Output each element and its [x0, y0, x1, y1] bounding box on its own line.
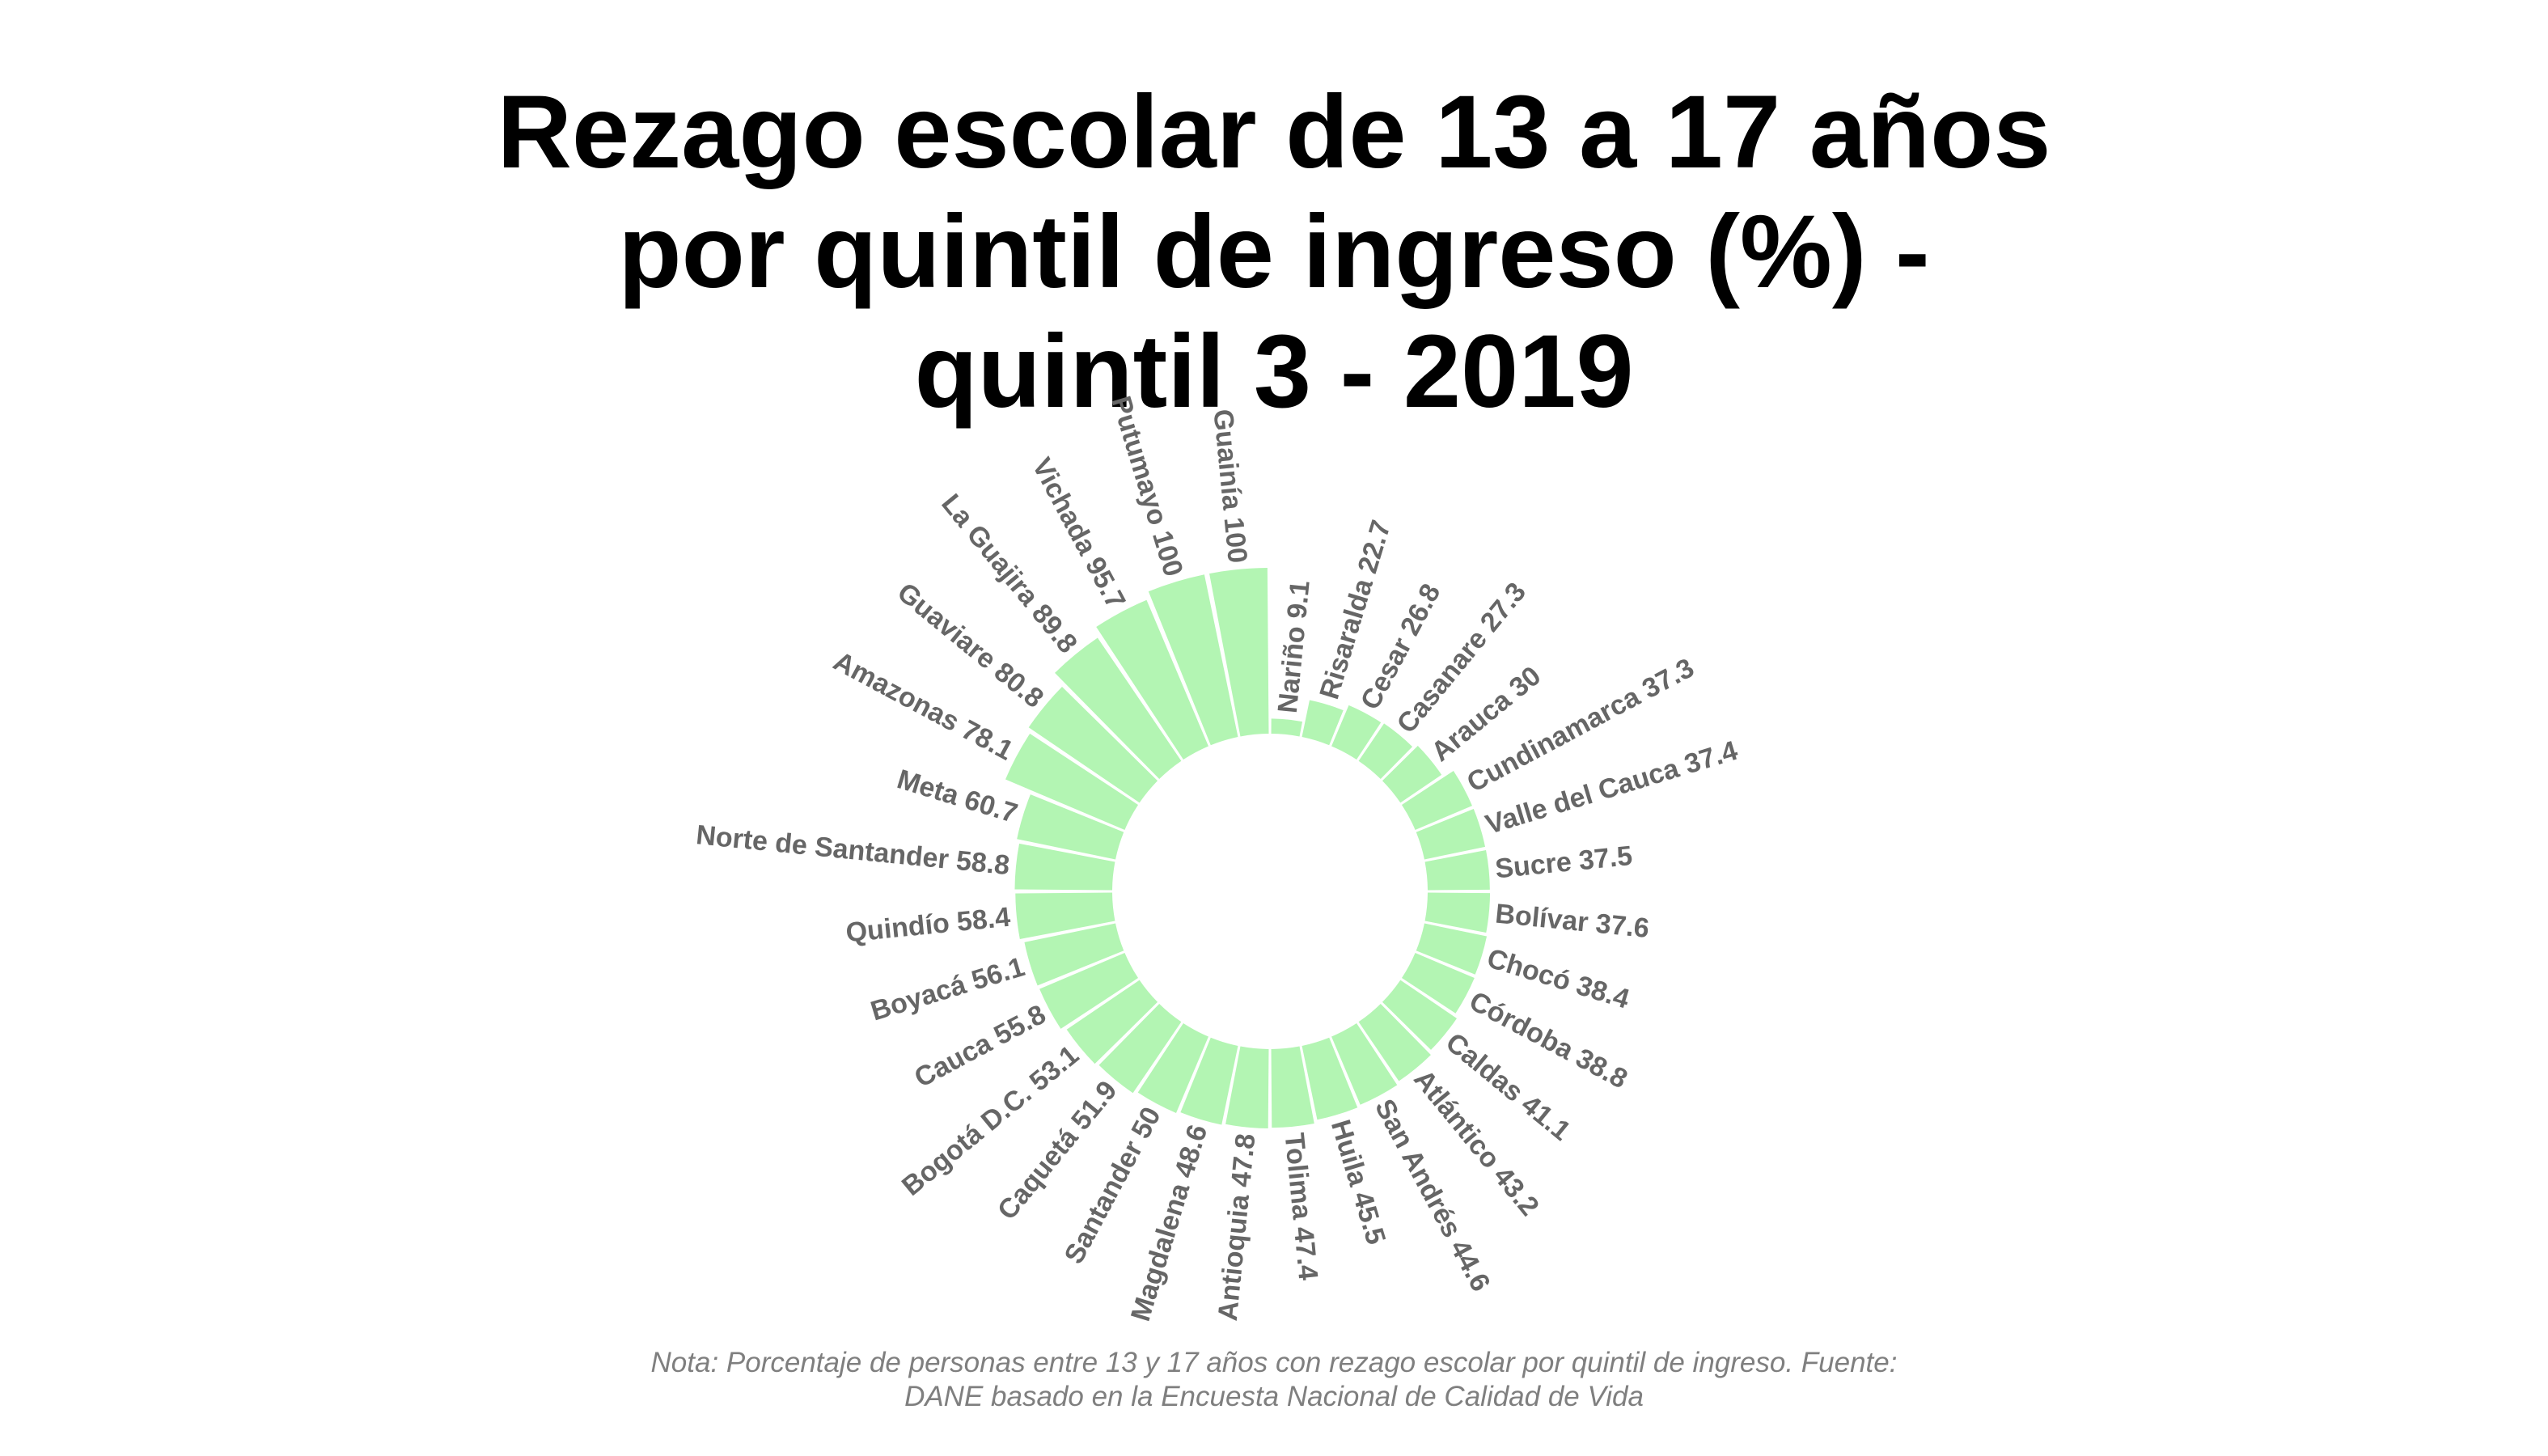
- chart-title: Rezago escolar de 13 a 17 años por quint…: [142, 73, 2406, 432]
- bar-label-huila: Huila 45.5: [1325, 1116, 1391, 1248]
- chart-note: Nota: Porcentaje de personas entre 13 y …: [142, 1346, 2406, 1414]
- bar-antioquia: [1225, 1046, 1269, 1128]
- bar-quind-o: [1015, 892, 1115, 939]
- bar-cundinamarca: [1401, 770, 1472, 830]
- bar-label-guain-a: Guainía 100: [1207, 408, 1253, 565]
- chart-title-line-1: Rezago escolar de 13 a 17 años: [497, 74, 2051, 190]
- bar-nari-o: [1271, 718, 1303, 737]
- bar-valle-del-cauca: [1416, 809, 1486, 860]
- bar-choc-: [1416, 923, 1488, 975]
- chart-title-line-2: por quintil de ingreso (%) -: [618, 194, 1930, 310]
- bar-label-bol-var: Bolívar 37.6: [1494, 899, 1651, 945]
- bar-bol-var: [1424, 892, 1491, 933]
- bars-group: [1005, 568, 1491, 1128]
- bar-caldas: [1382, 980, 1457, 1050]
- bar-label-norte-de-santander: Norte de Santander 58.8: [695, 819, 1011, 881]
- bar-label-meta: Meta 60.7: [894, 764, 1022, 829]
- bar-la-guajira: [1055, 637, 1182, 780]
- bar-sucre: [1424, 850, 1490, 891]
- chart-note-line-1: Nota: Porcentaje de personas entre 13 y …: [650, 1347, 1898, 1378]
- bar-risaralda: [1302, 700, 1344, 746]
- chart-note-line-2: DANE basado en la Encuesta Nacional de C…: [904, 1381, 1644, 1412]
- bar-arauca: [1382, 746, 1442, 803]
- bar-label-quind-o: Quindío 58.4: [844, 902, 1012, 949]
- bar-santander: [1137, 1022, 1208, 1113]
- bar-cauca: [1039, 953, 1139, 1029]
- bar-huila: [1302, 1037, 1358, 1120]
- bar-caquet-: [1098, 1003, 1182, 1094]
- bar-atl-ntico: [1358, 1003, 1431, 1081]
- bar-norte-de-santander: [1014, 843, 1115, 891]
- bar-label-putumayo: Putumayo 100: [1105, 392, 1188, 580]
- bar-guain-a: [1209, 568, 1269, 737]
- bar-cesar: [1331, 705, 1382, 760]
- bar-bogot-d-c-: [1066, 980, 1158, 1064]
- bar-meta: [1017, 794, 1124, 860]
- bar-casanare: [1358, 723, 1413, 780]
- bar-san-andr-s: [1331, 1022, 1398, 1105]
- bar-tolima: [1271, 1046, 1314, 1128]
- bar-putumayo: [1148, 574, 1238, 746]
- bar-label-antioquia: Antioquia 47.8: [1213, 1132, 1262, 1323]
- bar-boyac-: [1024, 923, 1124, 986]
- chart-title-line-3: quintil 3 - 2019: [914, 314, 1634, 430]
- bar-c-rdoba: [1401, 953, 1475, 1014]
- bar-vichada: [1096, 599, 1208, 760]
- bar-label-sucre: Sucre 37.5: [1494, 840, 1634, 885]
- bar-label-nari-o: Nariño 9.1: [1272, 579, 1316, 714]
- bar-amazonas: [1005, 734, 1139, 830]
- bar-guaviare: [1028, 687, 1158, 803]
- bar-label-tolima: Tolima 47.4: [1279, 1132, 1324, 1282]
- bar-magdalena: [1180, 1037, 1238, 1125]
